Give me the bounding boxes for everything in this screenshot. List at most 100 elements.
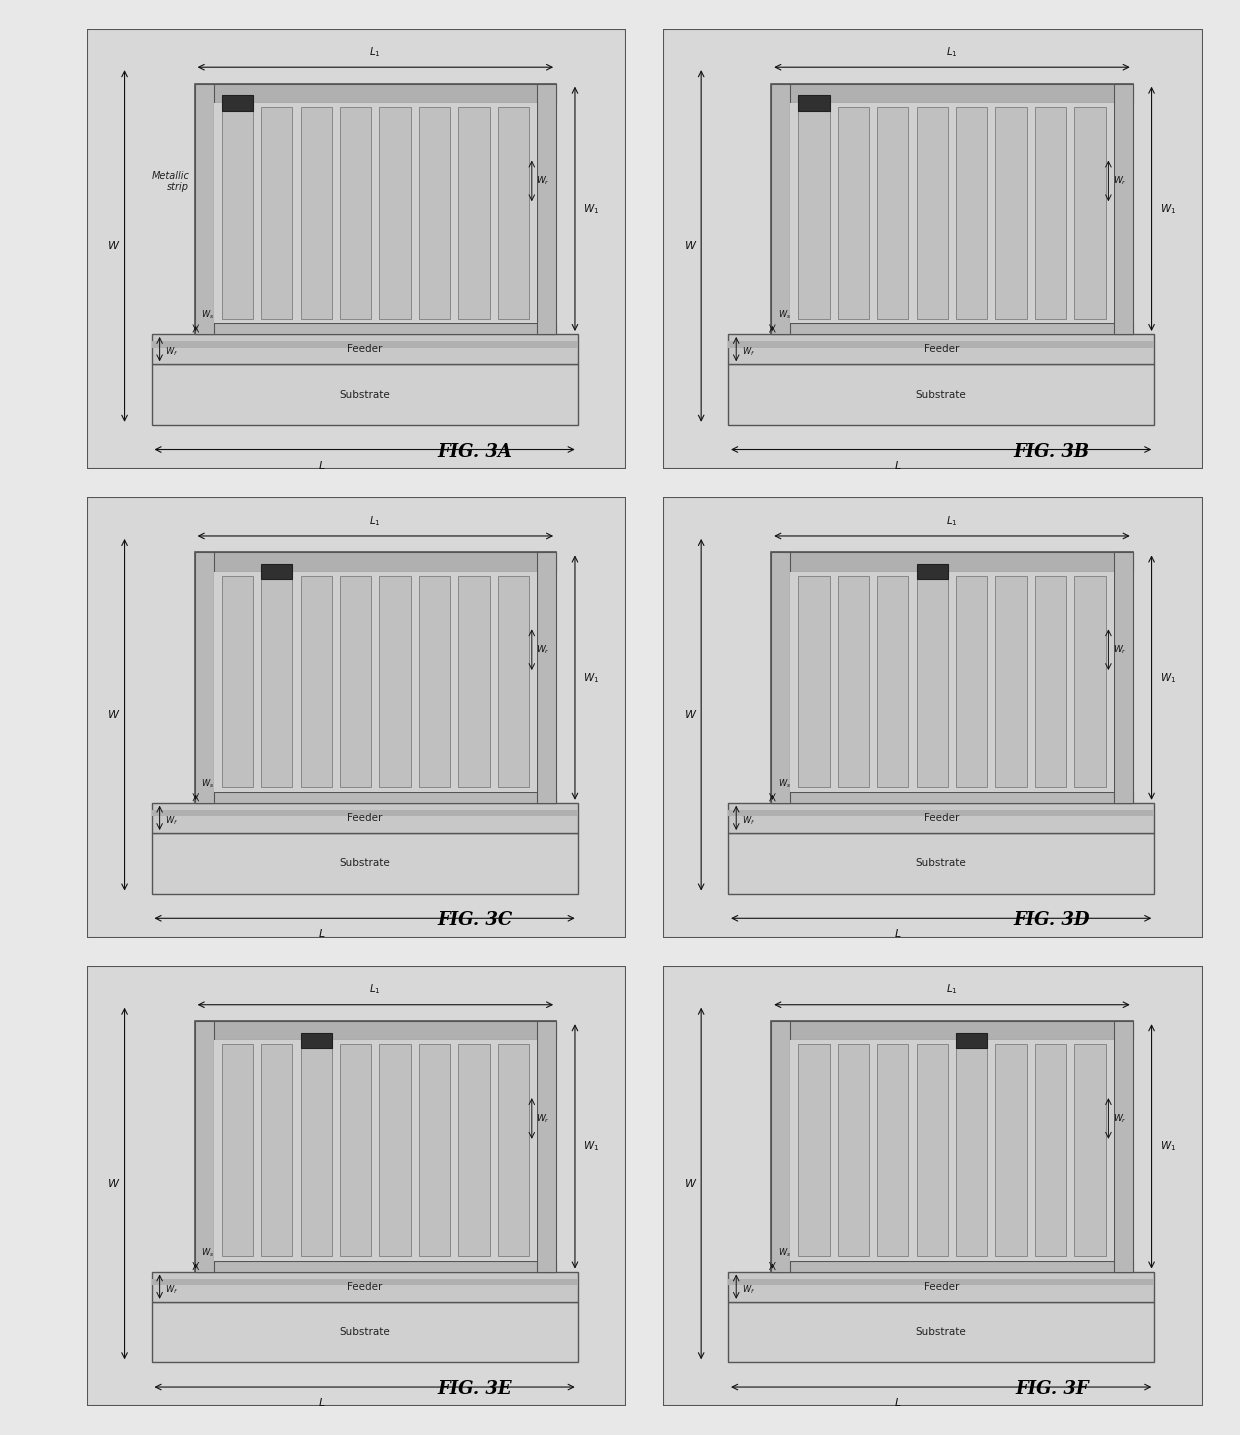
Bar bbox=[771, 323, 1132, 334]
Bar bbox=[300, 1033, 332, 1048]
Bar bbox=[379, 1045, 410, 1256]
Text: $W_s$: $W_s$ bbox=[777, 309, 791, 321]
Text: FIG. 3E: FIG. 3E bbox=[438, 1380, 512, 1398]
Bar bbox=[996, 106, 1027, 319]
Bar bbox=[340, 106, 371, 319]
Text: $W_r$: $W_r$ bbox=[536, 643, 551, 656]
Bar bbox=[790, 571, 1114, 792]
Bar bbox=[195, 1022, 556, 1271]
Bar bbox=[213, 1040, 537, 1260]
Bar bbox=[195, 1022, 556, 1040]
Text: $L_1$: $L_1$ bbox=[946, 44, 957, 59]
Bar bbox=[195, 552, 213, 802]
Bar bbox=[222, 1045, 253, 1256]
Text: FIG. 3F: FIG. 3F bbox=[1016, 1380, 1089, 1398]
Text: L: L bbox=[895, 461, 901, 471]
Bar bbox=[956, 1045, 987, 1256]
Bar bbox=[956, 106, 987, 319]
Bar bbox=[222, 575, 253, 788]
Text: W: W bbox=[108, 1178, 119, 1188]
Text: Substrate: Substrate bbox=[916, 1327, 966, 1337]
Bar bbox=[497, 106, 529, 319]
Bar bbox=[916, 564, 947, 580]
Bar bbox=[771, 1022, 790, 1271]
Bar bbox=[728, 1302, 1154, 1362]
Text: FIG. 3C: FIG. 3C bbox=[438, 911, 513, 930]
Text: $W_r$: $W_r$ bbox=[1112, 1112, 1127, 1125]
Bar bbox=[728, 334, 1154, 364]
Bar bbox=[459, 575, 490, 788]
Bar bbox=[195, 552, 556, 571]
Bar bbox=[419, 575, 450, 788]
Bar bbox=[213, 103, 537, 323]
Bar bbox=[379, 106, 410, 319]
Bar bbox=[222, 95, 253, 110]
Text: $W_f$: $W_f$ bbox=[165, 1283, 179, 1296]
Bar bbox=[790, 1040, 1114, 1260]
Bar bbox=[151, 1271, 578, 1302]
Bar bbox=[419, 1045, 450, 1256]
Text: W: W bbox=[684, 1178, 696, 1188]
Text: Feeder: Feeder bbox=[924, 812, 959, 822]
Text: $W_1$: $W_1$ bbox=[583, 1139, 599, 1154]
Bar bbox=[1114, 83, 1132, 334]
Bar bbox=[151, 1302, 578, 1362]
Bar bbox=[222, 106, 253, 319]
Bar bbox=[838, 106, 869, 319]
Text: $W_r$: $W_r$ bbox=[536, 175, 551, 187]
Text: $L_1$: $L_1$ bbox=[370, 514, 381, 528]
Bar bbox=[340, 1045, 371, 1256]
Text: $W_1$: $W_1$ bbox=[1159, 670, 1176, 684]
Bar bbox=[151, 364, 578, 425]
Text: Metallic
strip: Metallic strip bbox=[151, 171, 190, 192]
Bar bbox=[728, 832, 1154, 894]
Bar bbox=[195, 83, 213, 334]
Bar bbox=[956, 1033, 987, 1048]
Text: L: L bbox=[319, 930, 325, 940]
Bar bbox=[195, 83, 556, 334]
Bar bbox=[771, 552, 790, 802]
Bar bbox=[300, 575, 332, 788]
Text: Substrate: Substrate bbox=[916, 858, 966, 868]
Bar bbox=[195, 323, 556, 334]
Text: L: L bbox=[895, 1398, 901, 1408]
Bar bbox=[728, 1271, 1154, 1302]
Text: Feeder: Feeder bbox=[347, 1281, 382, 1292]
Text: Substrate: Substrate bbox=[340, 389, 389, 399]
Text: $L_1$: $L_1$ bbox=[370, 983, 381, 996]
Text: L: L bbox=[319, 461, 325, 471]
Bar bbox=[537, 83, 556, 334]
Text: $W_s$: $W_s$ bbox=[201, 309, 215, 321]
Bar bbox=[1035, 1045, 1066, 1256]
Bar bbox=[790, 103, 1114, 323]
Text: Feeder: Feeder bbox=[924, 1281, 959, 1292]
Bar bbox=[419, 106, 450, 319]
Text: FIG. 3B: FIG. 3B bbox=[1014, 442, 1090, 461]
Bar bbox=[151, 832, 578, 894]
Bar bbox=[195, 552, 556, 802]
Bar bbox=[799, 1045, 830, 1256]
Bar bbox=[195, 1260, 556, 1271]
Bar bbox=[300, 106, 332, 319]
Bar bbox=[771, 1022, 1132, 1040]
Bar bbox=[799, 106, 830, 319]
Text: $L_1$: $L_1$ bbox=[946, 983, 957, 996]
Bar bbox=[151, 802, 578, 832]
Text: L: L bbox=[319, 1398, 325, 1408]
Text: $W_s$: $W_s$ bbox=[777, 778, 791, 791]
Bar bbox=[497, 575, 529, 788]
Bar bbox=[340, 575, 371, 788]
Bar bbox=[838, 575, 869, 788]
Text: Feeder: Feeder bbox=[347, 344, 382, 354]
Bar bbox=[1074, 106, 1106, 319]
Text: $W_1$: $W_1$ bbox=[1159, 1139, 1176, 1154]
Bar bbox=[771, 83, 1132, 103]
Bar bbox=[459, 1045, 490, 1256]
Bar bbox=[151, 809, 578, 817]
Bar bbox=[1074, 1045, 1106, 1256]
Bar bbox=[151, 334, 578, 364]
Text: $L_1$: $L_1$ bbox=[946, 514, 957, 528]
Bar bbox=[1035, 575, 1066, 788]
Text: W: W bbox=[684, 241, 696, 251]
Bar bbox=[262, 564, 293, 580]
